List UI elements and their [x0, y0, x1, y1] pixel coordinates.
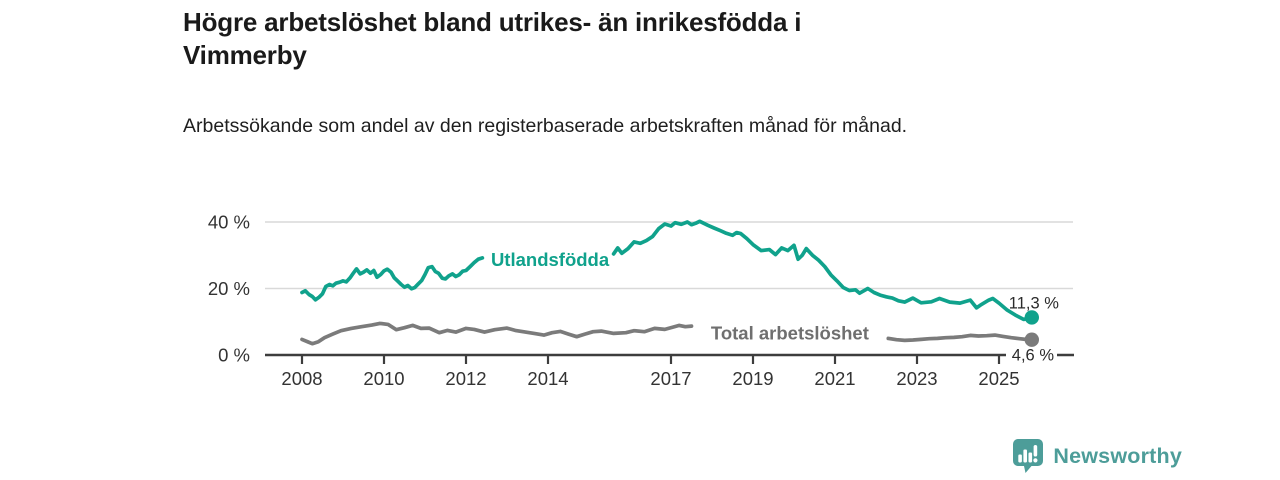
page-title: Högre arbetslöshet bland utrikes- än inr…	[183, 7, 802, 70]
total-end-dot	[1024, 332, 1040, 347]
utlandsfodda-line-segment	[611, 219, 1034, 322]
newsworthy-logo: Newsworthy	[1011, 438, 1182, 474]
x-tick-label: 2010	[363, 368, 404, 389]
utlandsfodda-series-label: Utlandsfödda	[491, 249, 610, 270]
y-tick-label: 40 %	[208, 212, 250, 233]
utlandsfodda-value-label: 11,3 %	[1009, 294, 1059, 312]
total-series-label: Total arbetslöshet	[711, 322, 869, 343]
x-tick-label: 2021	[814, 368, 855, 389]
newsworthy-bubble-icon	[1013, 439, 1044, 473]
utlandsfodda-line-segment	[300, 256, 485, 302]
x-tick-label: 2019	[732, 368, 773, 389]
x-tick-label: 2012	[445, 368, 486, 389]
total-line-segment	[886, 333, 1034, 343]
x-tick-label: 2008	[281, 368, 322, 389]
x-tick-label: 2023	[896, 368, 937, 389]
y-tick-label: 20 %	[208, 278, 250, 299]
newsworthy-logo-text: Newsworthy	[1053, 443, 1182, 468]
total-line-segment	[300, 321, 694, 346]
x-tick-label: 2017	[650, 368, 691, 389]
y-tick-label: 0 %	[218, 345, 250, 366]
x-tick-label: 2025	[978, 368, 1019, 389]
page-subtitle: Arbetssökande som andel av den registerb…	[183, 115, 908, 137]
utlandsfodda-end-dot	[1024, 310, 1040, 325]
total-value-label: 4,6 %	[1012, 347, 1055, 365]
x-tick-label: 2014	[527, 368, 568, 389]
